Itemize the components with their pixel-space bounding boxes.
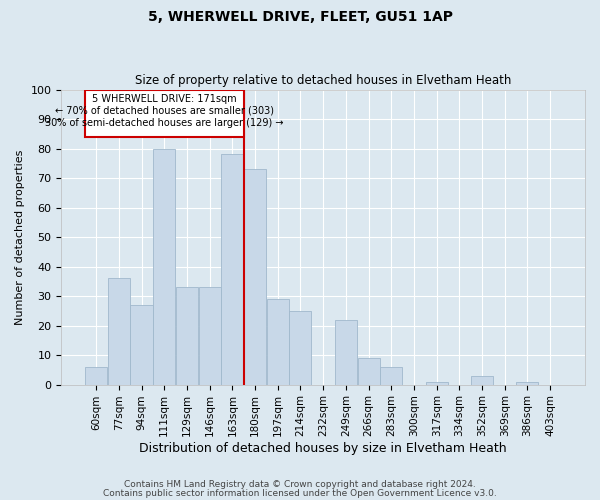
- Bar: [335, 320, 357, 384]
- Bar: [289, 311, 311, 384]
- Bar: [221, 154, 244, 384]
- Text: 30% of semi-detached houses are larger (129) →: 30% of semi-detached houses are larger (…: [45, 118, 283, 128]
- Bar: [130, 305, 152, 384]
- Bar: [244, 169, 266, 384]
- Bar: [425, 382, 448, 384]
- Text: 5, WHERWELL DRIVE, FLEET, GU51 1AP: 5, WHERWELL DRIVE, FLEET, GU51 1AP: [148, 10, 452, 24]
- Bar: [267, 299, 289, 384]
- Bar: [108, 278, 130, 384]
- Text: 5 WHERWELL DRIVE: 171sqm: 5 WHERWELL DRIVE: 171sqm: [92, 94, 236, 104]
- Bar: [358, 358, 380, 384]
- Bar: [199, 287, 221, 384]
- Bar: [153, 148, 175, 384]
- Text: Contains public sector information licensed under the Open Government Licence v3: Contains public sector information licen…: [103, 488, 497, 498]
- Bar: [380, 367, 402, 384]
- Text: Contains HM Land Registry data © Crown copyright and database right 2024.: Contains HM Land Registry data © Crown c…: [124, 480, 476, 489]
- Y-axis label: Number of detached properties: Number of detached properties: [15, 150, 25, 325]
- Bar: [471, 376, 493, 384]
- Bar: [176, 287, 198, 384]
- Bar: [85, 367, 107, 384]
- Bar: [517, 382, 538, 384]
- Text: ← 70% of detached houses are smaller (303): ← 70% of detached houses are smaller (30…: [55, 106, 274, 116]
- FancyBboxPatch shape: [85, 90, 244, 137]
- X-axis label: Distribution of detached houses by size in Elvetham Heath: Distribution of detached houses by size …: [139, 442, 507, 455]
- Title: Size of property relative to detached houses in Elvetham Heath: Size of property relative to detached ho…: [135, 74, 511, 87]
